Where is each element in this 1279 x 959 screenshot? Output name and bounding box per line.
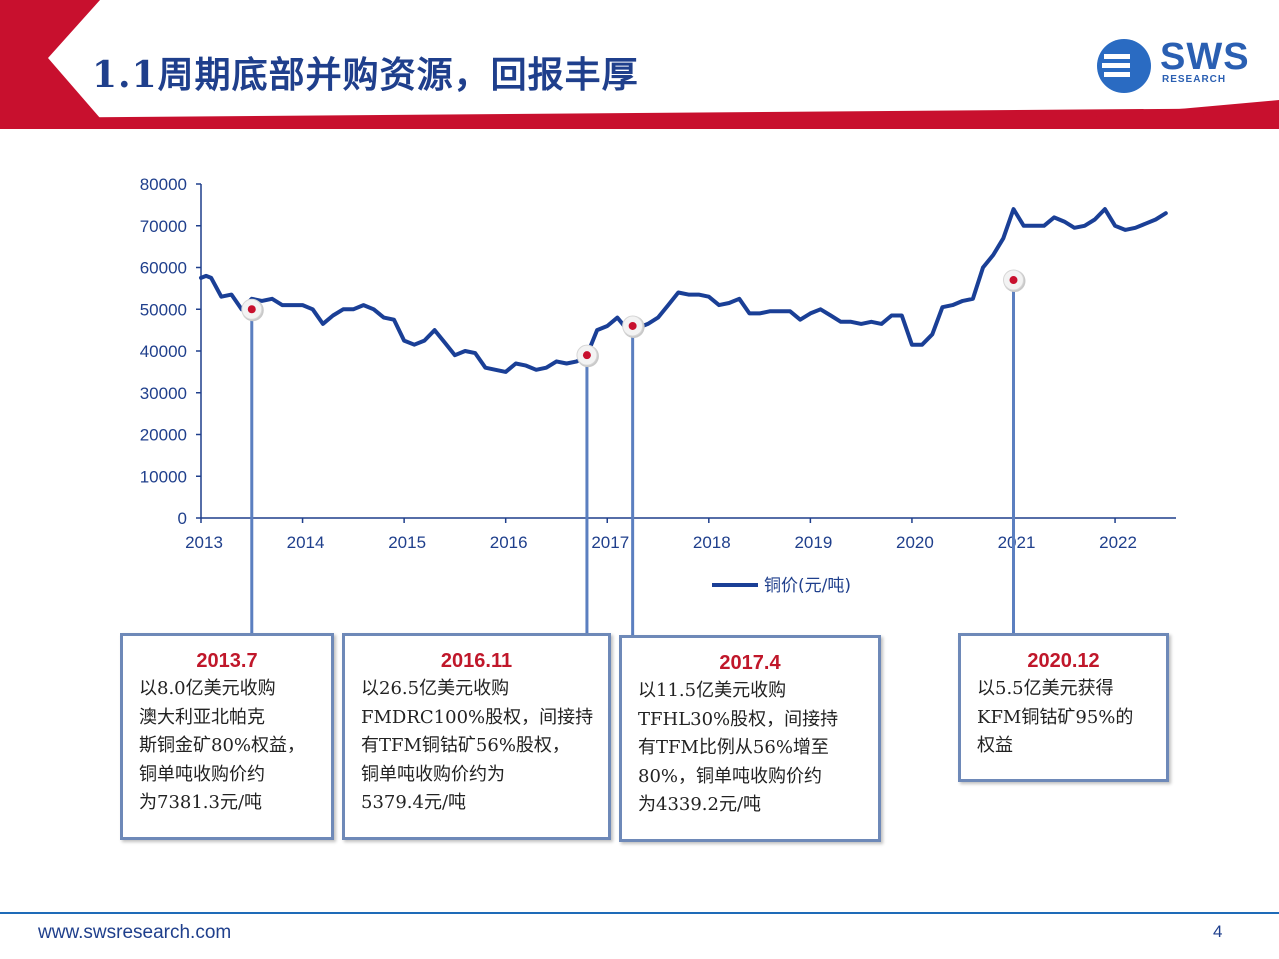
series-group — [199, 207, 1168, 374]
callout-text: 以5.5亿美元获得 KFM铜钴矿95%的 权益 — [977, 678, 1134, 756]
x-tick-label: 2015 — [388, 533, 426, 552]
page-title: 1.1周期底部并购资源，回报丰厚 — [92, 54, 639, 96]
callout-text: 以26.5亿美元收购 FMDRC100%股权，间接持 有TFM铜钴矿56%股权，… — [361, 678, 594, 813]
x-tick-label: 2013 — [185, 533, 223, 552]
y-tick-label: 60000 — [140, 259, 187, 278]
header-left-chevron — [0, 0, 100, 118]
x-tick-label: 2019 — [794, 533, 832, 552]
marker-dot — [582, 351, 591, 360]
y-tick-label: 80000 — [140, 175, 187, 194]
sws-logo-icon — [1097, 39, 1151, 93]
x-axis: 2013 2014 2015 2016 2017 2018 2019 2020 2021 2022 — [185, 517, 1176, 552]
series-line — [199, 207, 1168, 374]
logo-text: SWS — [1160, 36, 1250, 78]
callout-text: 以11.5亿美元收购 TFHL30%股权，间接持 有TFM比例从56%增至 80… — [638, 680, 839, 815]
page-number: 4 — [1213, 922, 1223, 941]
y-tick-label: 0 — [178, 509, 187, 528]
callout-date: 2017.4 — [719, 652, 781, 674]
callout-box-2017: 2017.4 以11.5亿美元收购 TFHL30%股权，间接持 有TFM比例从5… — [619, 635, 881, 842]
annotation-leaders — [250, 280, 1015, 635]
y-tick-label: 30000 — [140, 384, 187, 403]
annotation-markers — [241, 269, 1026, 368]
footer-divider — [0, 912, 1279, 914]
logo-subtext: RESEARCH — [1162, 74, 1227, 85]
callout-date: 2013.7 — [196, 650, 258, 672]
x-tick-label: 2017 — [591, 533, 629, 552]
x-tick-label: 2022 — [1099, 533, 1137, 552]
callout-text: 以8.0亿美元收购 澳大利亚北帕克 斯铜金矿80%权益， 铜单吨收购价约 为73… — [139, 678, 306, 813]
legend-label: 铜价(元/吨) — [764, 576, 851, 596]
y-tick-label: 10000 — [140, 467, 187, 486]
header-band-notch — [1080, 100, 1279, 118]
y-axis: 80000 70000 60000 50000 40000 30000 20000 10000… — [140, 175, 202, 528]
header-red-band — [0, 108, 1279, 129]
y-tick-label: 20000 — [140, 426, 187, 445]
callout-box-2020: 2020.12 以5.5亿美元获得 KFM铜钴矿95%的 权益 — [958, 633, 1169, 782]
marker-dot — [628, 321, 637, 330]
x-tick-label: 2014 — [287, 533, 325, 552]
x-tick-label: 2018 — [693, 533, 731, 552]
x-tick-label: 2021 — [998, 533, 1036, 552]
marker-dot — [1009, 276, 1018, 285]
header-banner — [0, 0, 1279, 129]
callout-box-2016: 2016.11 以26.5亿美元收购 FMDRC100%股权，间接持 有TFM铜… — [342, 633, 611, 840]
callout-date: 2020.12 — [1027, 650, 1100, 672]
copper-price-chart: 80000 70000 60000 50000 40000 30000 20000 10000… — [140, 175, 1176, 635]
footer-url-link[interactable]: www.swsresearch.com — [38, 922, 232, 943]
y-tick-label: 50000 — [140, 300, 187, 319]
legend: 铜价(元/吨) — [712, 576, 851, 596]
x-tick-label: 2016 — [490, 533, 528, 552]
x-tick-label: 2020 — [896, 533, 934, 552]
callout-box-2013: 2013.7 以8.0亿美元收购 澳大利亚北帕克 斯铜金矿80%权益， 铜单吨收… — [120, 633, 334, 840]
marker-dot — [247, 305, 256, 314]
y-tick-label: 40000 — [140, 342, 187, 361]
callout-date: 2016.11 — [440, 650, 513, 672]
y-tick-label: 70000 — [140, 217, 187, 236]
